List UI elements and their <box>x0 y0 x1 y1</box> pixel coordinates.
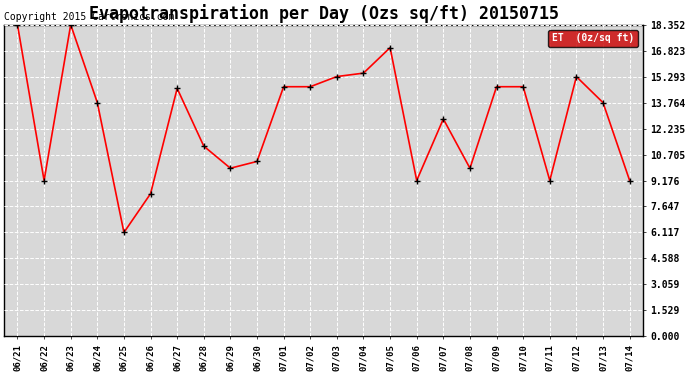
Title: Evapotranspiration per Day (Ozs sq/ft) 20150715: Evapotranspiration per Day (Ozs sq/ft) 2… <box>88 4 559 23</box>
Legend: ET  (0z/sq ft): ET (0z/sq ft) <box>548 30 638 47</box>
Text: Copyright 2015 Cartronics.com: Copyright 2015 Cartronics.com <box>4 12 175 22</box>
